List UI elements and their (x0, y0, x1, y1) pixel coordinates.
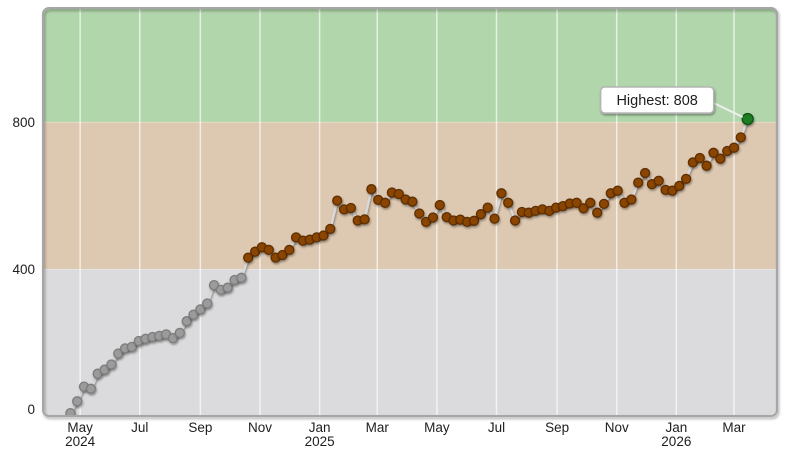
data-point[interactable] (571, 197, 582, 208)
max-data-point[interactable] (741, 112, 754, 126)
data-point[interactable] (181, 316, 192, 327)
x-axis-sublabel: 2024 (65, 434, 96, 449)
annotation-leader-line (713, 102, 744, 118)
data-point[interactable] (72, 396, 83, 407)
data-point[interactable] (667, 185, 678, 196)
data-point[interactable] (633, 177, 644, 188)
data-point[interactable] (489, 213, 500, 224)
data-point[interactable] (468, 215, 480, 226)
data-point[interactable] (65, 407, 76, 418)
data-point[interactable] (379, 197, 391, 208)
data-point[interactable] (427, 212, 439, 223)
data-point[interactable] (263, 244, 274, 256)
data-point[interactable] (674, 180, 685, 192)
mid-band (44, 121, 776, 269)
data-point[interactable] (99, 364, 110, 375)
data-point[interactable] (653, 175, 664, 186)
y-axis-label: 400 (12, 262, 35, 277)
data-point[interactable] (277, 249, 288, 261)
data-point[interactable] (612, 185, 623, 196)
data-point[interactable] (701, 160, 712, 171)
data-point[interactable] (496, 188, 507, 199)
data-point[interactable] (728, 142, 740, 153)
data-point[interactable] (585, 197, 596, 208)
annotation-box (599, 86, 715, 114)
data-point[interactable] (509, 215, 521, 226)
data-point[interactable] (202, 298, 213, 309)
data-point[interactable] (332, 195, 343, 206)
annotation-label: Highest: 808 (616, 93, 697, 109)
low-band (44, 268, 776, 415)
data-point[interactable] (708, 147, 719, 158)
data-point[interactable] (366, 184, 377, 195)
data-point[interactable] (414, 208, 425, 219)
x-axis-label: Mar (366, 420, 390, 435)
data-point[interactable] (680, 173, 692, 185)
data-point[interactable] (592, 207, 603, 218)
data-point[interactable] (85, 383, 97, 394)
x-axis-label: Nov (248, 420, 272, 435)
data-point[interactable] (236, 272, 247, 283)
data-point[interactable] (222, 282, 233, 293)
data-point[interactable] (325, 223, 336, 235)
data-point[interactable] (598, 198, 610, 210)
data-point[interactable] (735, 132, 746, 143)
x-axis-label: Jul (131, 420, 148, 435)
x-axis-label: Sep (188, 420, 212, 435)
x-axis-label: Mar (722, 420, 746, 435)
x-axis-label: Jan (309, 420, 331, 435)
data-point[interactable] (106, 359, 117, 370)
data-point[interactable] (167, 332, 179, 344)
data-point[interactable] (243, 252, 254, 263)
x-axis-label: Jan (665, 420, 687, 435)
data-point[interactable] (113, 348, 124, 359)
data-point[interactable] (393, 188, 404, 200)
data-point[interactable] (208, 279, 220, 291)
data-point[interactable] (694, 152, 705, 164)
data-point[interactable] (626, 194, 637, 205)
data-point[interactable] (345, 202, 357, 214)
data-point[interactable] (188, 309, 199, 320)
plot-area (44, 9, 776, 418)
data-point[interactable] (359, 214, 370, 225)
data-point[interactable] (318, 230, 329, 241)
data-point[interactable] (174, 327, 185, 339)
data-point[interactable] (639, 167, 651, 179)
data-point[interactable] (434, 199, 445, 211)
data-point[interactable] (578, 203, 589, 214)
data-point[interactable] (482, 202, 493, 213)
data-point[interactable] (284, 244, 295, 256)
x-axis-sublabel: 2026 (661, 434, 691, 449)
x-axis-sublabel: 2025 (305, 434, 335, 449)
annotation-callout: Highest: 808 (599, 86, 744, 118)
data-point[interactable] (126, 341, 138, 353)
x-axis-label: Jul (488, 420, 505, 435)
x-axis-label: May (424, 420, 450, 435)
data-point[interactable] (407, 196, 418, 207)
x-axis-label: May (67, 420, 93, 435)
data-point[interactable] (715, 153, 726, 164)
data-point[interactable] (195, 304, 206, 315)
y-axis-label: 0 (27, 402, 35, 417)
x-axis-label: Sep (545, 420, 569, 435)
data-point[interactable] (503, 197, 514, 208)
data-point[interactable] (475, 209, 487, 220)
chart-frame (42, 7, 778, 417)
y-axis-label: 800 (12, 115, 35, 130)
x-axis-label: Nov (605, 420, 629, 435)
